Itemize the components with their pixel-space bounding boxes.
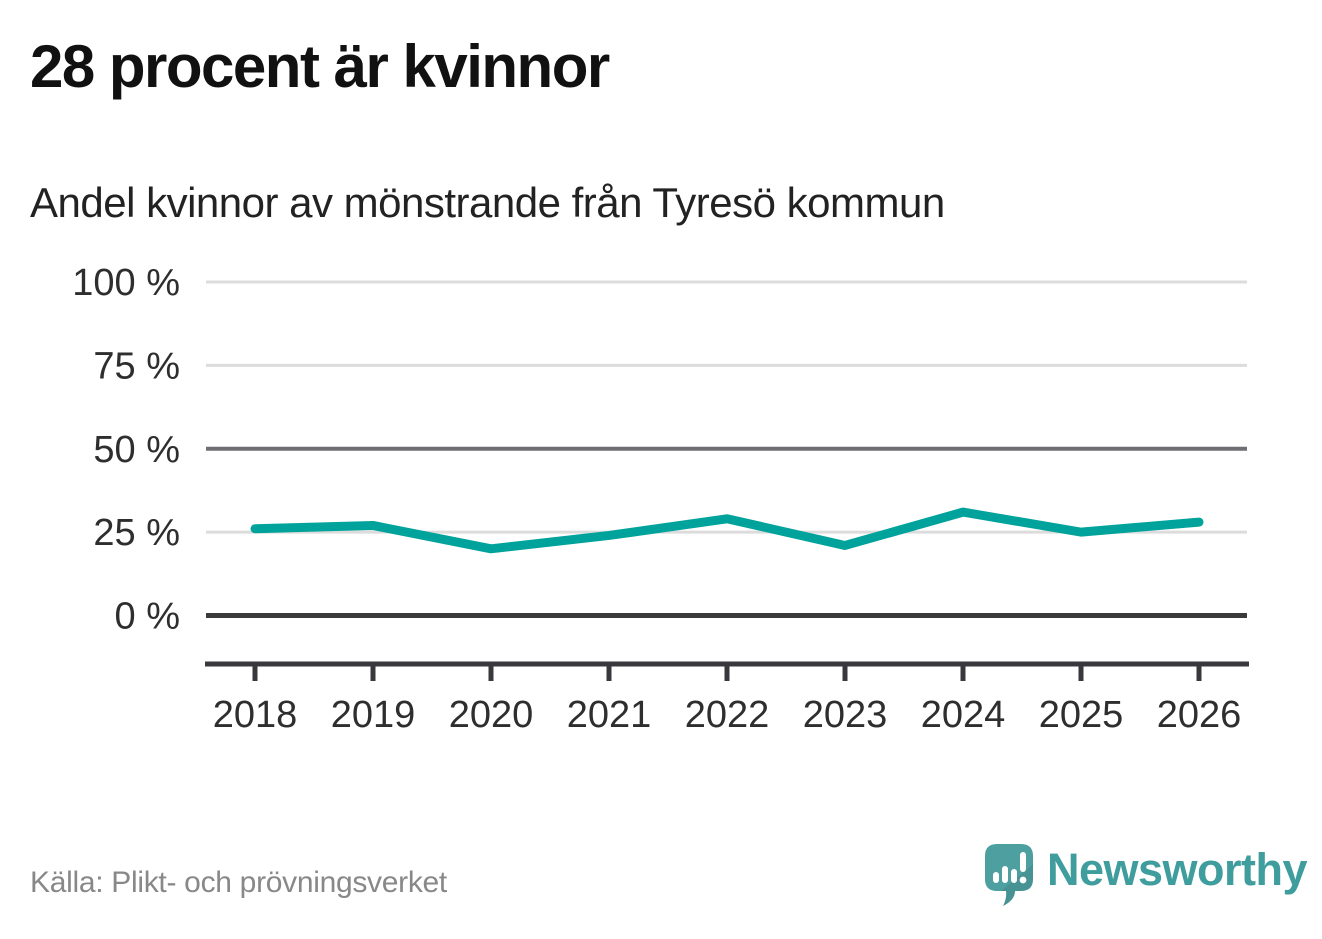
y-axis-tick-label: 75 %	[93, 345, 180, 387]
y-axis-tick-label: 25 %	[93, 512, 180, 554]
x-axis-tick-label: 2026	[1157, 694, 1242, 736]
y-axis-tick-label: 100 %	[72, 262, 180, 304]
x-axis-tick-label: 2020	[449, 694, 534, 736]
newsworthy-speech-bubble-chart-icon	[985, 844, 1033, 906]
chart-title: 28 procent är kvinnor	[30, 33, 610, 100]
y-axis-tick-label: 0 %	[115, 596, 180, 638]
chart-subtitle: Andel kvinnor av mönstrande från Tyresö …	[30, 179, 945, 226]
x-axis-tick-label: 2019	[331, 694, 416, 736]
x-axis-tick-label: 2021	[567, 694, 652, 736]
newsworthy-wordmark: Newsworthy	[1047, 844, 1308, 895]
x-axis-tick-label: 2025	[1039, 694, 1124, 736]
source-note: Källa: Plikt- och prövningsverket	[30, 866, 447, 899]
x-axis-tick-label: 2024	[921, 694, 1006, 736]
x-axis-tick-label: 2018	[213, 694, 298, 736]
data-series-line	[250, 507, 1204, 554]
x-axis-tick-label: 2022	[685, 694, 770, 736]
newsworthy-logo: Newsworthy	[985, 844, 1308, 908]
y-axis-tick-label: 50 %	[93, 429, 180, 471]
x-axis-tick-label: 2023	[803, 694, 888, 736]
